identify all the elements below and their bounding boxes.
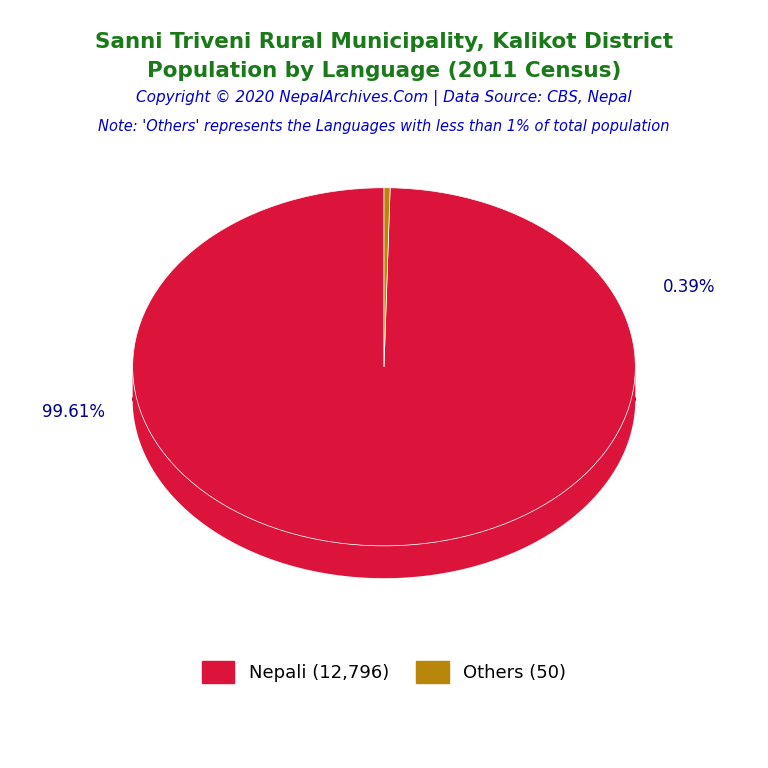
Wedge shape (384, 187, 390, 367)
Text: 0.39%: 0.39% (664, 278, 716, 296)
Text: 99.61%: 99.61% (41, 402, 104, 421)
Polygon shape (133, 367, 635, 578)
Text: Copyright © 2020 NepalArchives.Com | Data Source: CBS, Nepal: Copyright © 2020 NepalArchives.Com | Dat… (136, 91, 632, 106)
Wedge shape (133, 187, 635, 546)
Ellipse shape (133, 376, 635, 422)
Text: Population by Language (2011 Census): Population by Language (2011 Census) (147, 61, 621, 81)
Legend: Nepali (12,796), Others (50): Nepali (12,796), Others (50) (194, 654, 574, 690)
Text: Sanni Triveni Rural Municipality, Kalikot District: Sanni Triveni Rural Municipality, Kaliko… (95, 32, 673, 52)
Text: Note: 'Others' represents the Languages with less than 1% of total population: Note: 'Others' represents the Languages … (98, 119, 670, 134)
